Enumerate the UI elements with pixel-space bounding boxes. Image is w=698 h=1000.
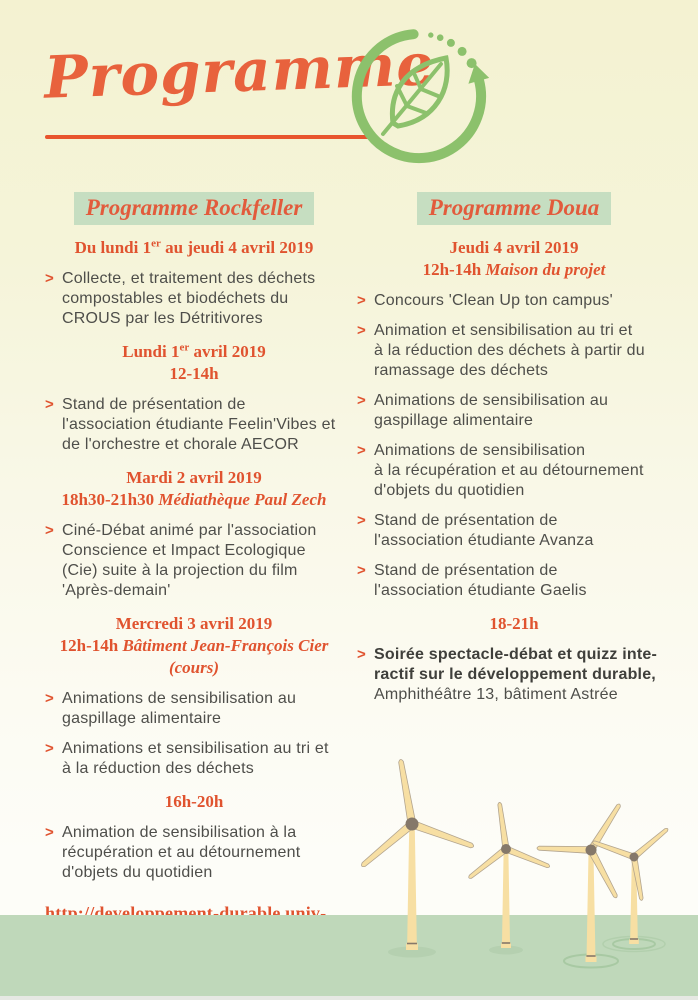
column-rockfeller: Programme Rockfeller Du lundi 1er au jeu…	[45, 192, 343, 945]
chevron-bullet-icon: >	[357, 646, 366, 664]
event-item: > Collecte, et traitement des déchets com…	[45, 270, 316, 328]
chevron-bullet-icon: >	[45, 270, 54, 288]
column-header-doua: Programme Doua	[416, 192, 612, 226]
title-underline	[45, 135, 373, 139]
event-item: > Soirée spectacle-débat et quizz inte- r…	[357, 646, 658, 704]
chevron-bullet-icon: >	[45, 396, 54, 414]
section-heading: Lundi 1er avril 2019 12-14h	[122, 341, 266, 384]
event-item: > Animations de sensibilisation au gaspil…	[357, 392, 609, 430]
event-item: > Stand de présentation de l'association …	[357, 562, 587, 600]
event-item: > Stand de présentation de l'association …	[357, 512, 594, 550]
chevron-bullet-icon: >	[45, 522, 54, 540]
section-heading: Du lundi 1er au jeudi 4 avril 2019	[74, 237, 314, 258]
poster-header: Programme	[0, 0, 698, 192]
section-heading: Mercredi 3 avril 2019 12h-14h Bâtiment J…	[59, 614, 329, 678]
recycle-leaf-icon	[351, 29, 490, 164]
chevron-bullet-icon: >	[357, 562, 366, 580]
event-item: > Concours 'Clean Up ton campus'	[357, 292, 613, 310]
programme-columns: Programme Rockfeller Du lundi 1er au jeu…	[0, 192, 698, 945]
section-heading: Jeudi 4 avril 2019 12h-14h Maison du pro…	[422, 238, 606, 280]
event-item: > Animation et sensibilisation au tri et …	[357, 322, 645, 380]
event-item: > Animations de sensibilisation au gaspil…	[45, 690, 297, 728]
chevron-bullet-icon: >	[357, 322, 366, 340]
event-item: > Stand de présentation de l'association …	[45, 396, 336, 454]
chevron-bullet-icon: >	[357, 512, 366, 530]
chevron-bullet-icon: >	[357, 442, 366, 460]
chevron-bullet-icon: >	[45, 690, 54, 708]
event-item: > Ciné-Débat animé par l'association Cons…	[45, 522, 317, 600]
section-heading: 18-21h	[489, 614, 539, 634]
column-doua: Programme Doua Jeudi 4 avril 2019 12h-14…	[357, 192, 671, 945]
column-header-rockfeller: Programme Rockfeller	[73, 192, 315, 226]
grass-band	[0, 915, 698, 996]
event-item: > Animations de sensibilisation à la récu…	[357, 442, 644, 500]
event-item: > Animations et sensibilisation au tri et…	[45, 740, 329, 778]
chevron-bullet-icon: >	[357, 292, 366, 310]
section-heading: Mardi 2 avril 2019 18h30-21h30 Médiathèq…	[61, 468, 327, 510]
chevron-bullet-icon: >	[45, 824, 54, 842]
page-bottom-edge	[0, 996, 698, 1000]
event-item: > Animation de sensibilisation à la récup…	[45, 824, 301, 882]
chevron-bullet-icon: >	[45, 740, 54, 758]
section-heading: 16h-20h	[164, 792, 224, 812]
chevron-bullet-icon: >	[357, 392, 366, 410]
